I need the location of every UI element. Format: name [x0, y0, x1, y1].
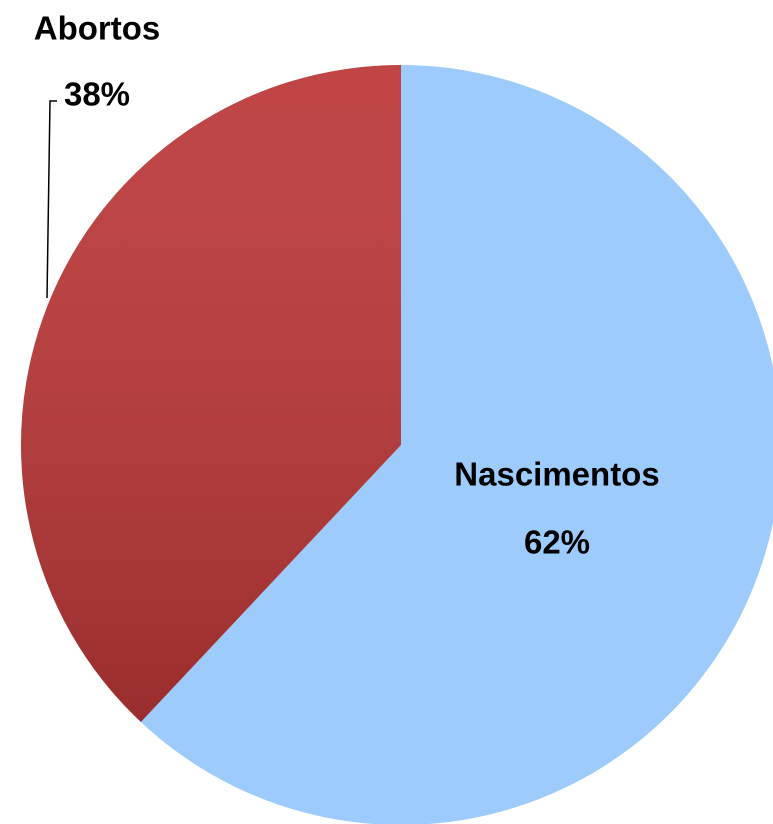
- leader-line: [46, 100, 57, 299]
- slice-value-label: 38%: [64, 76, 130, 113]
- slice-value-label: 62%: [524, 524, 590, 561]
- pie-slice: [140, 65, 773, 824]
- slice-shade: [21, 65, 402, 723]
- slice-label: Nascimentos: [454, 456, 659, 493]
- slice-label: Abortos: [34, 10, 161, 47]
